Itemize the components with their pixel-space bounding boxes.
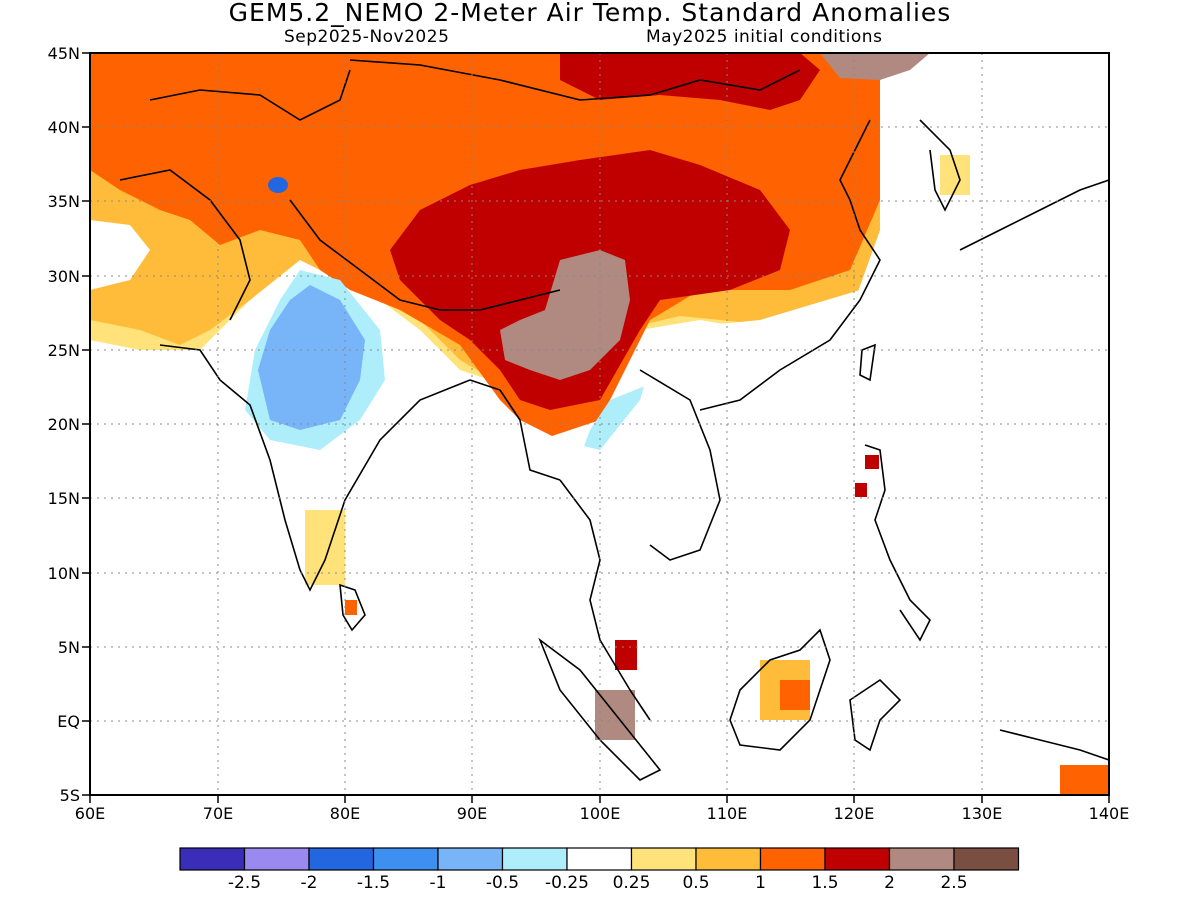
anomaly-fields — [90, 53, 1109, 795]
colorbar-label: -2.5 — [227, 873, 262, 893]
coastline-japan — [959, 179, 1109, 251]
colorbar-swatch — [953, 847, 1020, 871]
colorbar-label: 1.5 — [811, 873, 839, 893]
lon-label: 70E — [202, 804, 234, 823]
border-mongolia — [349, 59, 801, 101]
coastline-new-guinea — [999, 729, 1109, 761]
coastline-srilanka — [339, 583, 366, 632]
lat-label: 45N — [47, 44, 80, 63]
lat-label: 30N — [47, 267, 80, 286]
lat-label: 25N — [47, 341, 80, 360]
coastline-sumatra — [538, 637, 662, 781]
anomaly-patch-philippines-2 — [855, 483, 867, 497]
anomaly-field-neutral-b — [90, 220, 150, 290]
colorbar-swatch — [630, 847, 697, 871]
lon-label: 80E — [329, 804, 361, 823]
coastline-bay-bengal — [469, 379, 561, 481]
lon-label: 100E — [579, 804, 621, 823]
forecast-period: Sep2025-Nov2025 — [284, 27, 450, 47]
coastline-vietnam — [639, 369, 721, 561]
colorbar-label: -2 — [300, 873, 318, 893]
colorbar-swatch — [437, 847, 504, 871]
colorbar — [179, 847, 1020, 871]
border-central-asia — [149, 69, 351, 121]
coastline-india — [159, 344, 471, 592]
anomaly-patch-borneo-2 — [780, 680, 810, 710]
lat-label: 40N — [47, 118, 80, 137]
anomaly-patch-kashmir — [268, 177, 288, 193]
colorbar-swatch — [501, 847, 568, 871]
lat-label: 20N — [47, 415, 80, 434]
coastlines — [119, 59, 1109, 781]
colorbar-label: -1.5 — [356, 873, 391, 893]
lon-label: 120E — [833, 804, 875, 823]
map-title: GEM5.2_NEMO 2-Meter Air Temp. Standard A… — [228, 0, 952, 27]
colorbar-label: -0.5 — [485, 873, 520, 893]
anomaly-patch-malaya — [615, 640, 637, 670]
anomaly-field-2 — [560, 53, 820, 110]
colorbar-label: 2.5 — [940, 873, 968, 893]
colorbar-swatch — [695, 847, 762, 871]
lon-label: 90E — [456, 804, 488, 823]
anomaly-patch-india-south — [305, 510, 345, 585]
coastline-korea — [919, 119, 961, 212]
lat-label: 10N — [47, 564, 80, 583]
colorbar-swatch — [759, 847, 826, 871]
coastline-philippines — [864, 444, 931, 642]
colorbar-swatch — [308, 847, 375, 871]
lat-label: 15N — [47, 489, 80, 508]
colorbar-swatch — [372, 847, 439, 871]
colorbar-swatch — [179, 847, 246, 871]
coastline-sulawesi — [849, 678, 902, 752]
colorbar-label: 2 — [884, 873, 895, 893]
anomaly-field-2.5b — [820, 53, 930, 80]
lon-label: 110E — [706, 804, 748, 823]
colorbar-swatch — [243, 847, 310, 871]
colorbar-swatch — [824, 847, 891, 871]
coastline-borneo — [729, 628, 831, 751]
coastline-indochina — [559, 479, 651, 721]
colorbar-label: 0.5 — [682, 873, 710, 893]
graticule — [90, 53, 1109, 795]
border-pakistan — [119, 169, 251, 321]
colorbar-label: -0.25 — [545, 873, 589, 893]
colorbar-label: -1 — [429, 873, 447, 893]
border-himalaya — [289, 199, 561, 311]
lat-label: EQ — [57, 712, 80, 731]
coastline-china — [699, 119, 881, 411]
axis-ticks — [82, 52, 1110, 803]
coastline-taiwan — [859, 343, 876, 382]
initial-conditions: May2025 initial conditions — [646, 27, 883, 47]
lat-label: 5N — [57, 638, 80, 657]
lat-label: 35N — [47, 192, 80, 211]
colorbar-label: 0.25 — [612, 873, 651, 893]
anomaly-field-2.5 — [500, 250, 630, 380]
anomaly-field-neg-0.5 — [258, 285, 365, 430]
lat-label: 5S — [59, 786, 80, 805]
colorbar-label: 1 — [755, 873, 766, 893]
lon-label: 130E — [961, 804, 1003, 823]
anomaly-field-neutral — [90, 53, 1109, 795]
lon-label: 140E — [1088, 804, 1130, 823]
colorbar-swatch — [888, 847, 955, 871]
anomaly-patch-new-guinea — [1060, 765, 1109, 795]
anomaly-patch-srilanka — [345, 600, 357, 615]
anomaly-patch-philippines — [865, 455, 879, 469]
colorbar-swatch — [566, 847, 633, 871]
lon-label: 60E — [74, 804, 106, 823]
